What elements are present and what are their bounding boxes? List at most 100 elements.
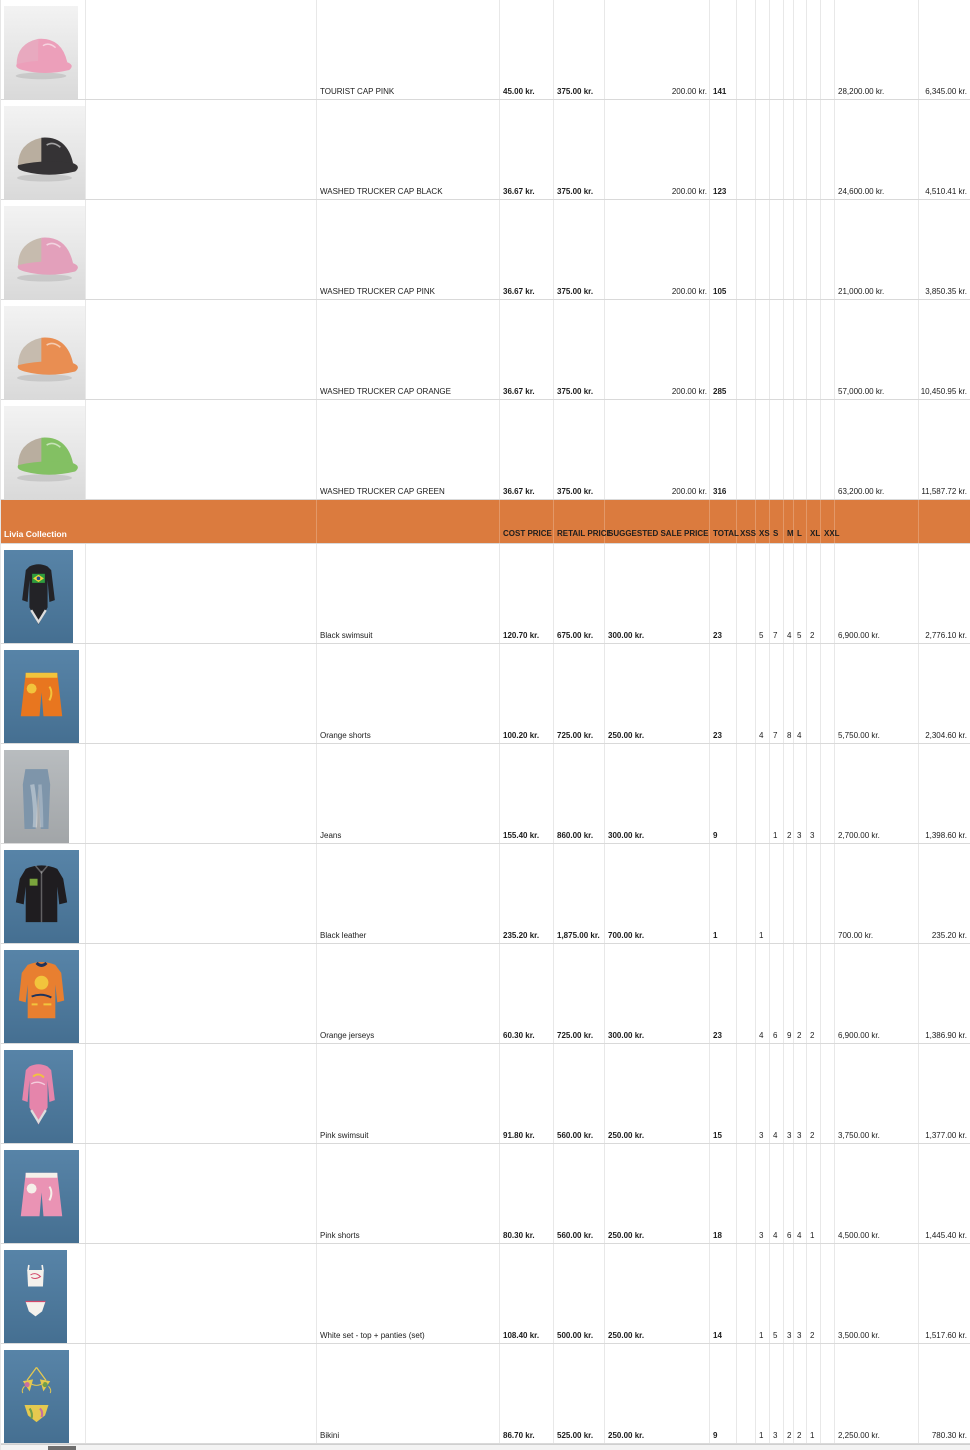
suggested-sale-price-cell[interactable]: 300.00 kr. — [605, 744, 710, 843]
total-qty-cell[interactable]: 18 — [710, 1144, 737, 1243]
suggested-sale-price-cell[interactable]: 250.00 kr. — [605, 1044, 710, 1143]
total-qty-cell[interactable]: 316 — [710, 400, 737, 499]
size-qty-cell[interactable] — [807, 0, 821, 99]
product-name-cell[interactable]: Jeans — [317, 744, 500, 843]
product-name-cell[interactable]: Orange jerseys — [317, 944, 500, 1043]
total-cost-value-cell[interactable]: 11,587.72 kr. — [919, 400, 970, 499]
size-qty-cell[interactable]: 4 — [794, 1144, 807, 1243]
total-retail-value-cell[interactable]: 2,250.00 kr. — [835, 1344, 919, 1443]
cost-price-cell[interactable]: 36.67 kr. — [500, 100, 554, 199]
size-qty-cell[interactable]: 5 — [794, 544, 807, 643]
size-qty-cell[interactable]: 2 — [794, 944, 807, 1043]
size-qty-cell[interactable] — [784, 200, 794, 299]
product-image-cell[interactable] — [1, 744, 86, 843]
total-cost-value-cell[interactable]: 235.20 kr. — [919, 844, 970, 943]
size-qty-cell[interactable]: 3 — [756, 1144, 770, 1243]
retail-price-cell[interactable]: 375.00 kr. — [554, 100, 605, 199]
size-qty-cell[interactable] — [737, 744, 756, 843]
product-name-cell[interactable]: Black swimsuit — [317, 544, 500, 643]
size-qty-cell[interactable]: 1 — [756, 1244, 770, 1343]
total-qty-cell[interactable]: 285 — [710, 300, 737, 399]
suggested-sale-price-cell[interactable]: 200.00 kr. — [605, 400, 710, 499]
suggested-sale-price-cell[interactable]: 200.00 kr. — [605, 100, 710, 199]
product-name-cell[interactable]: Pink shorts — [317, 1144, 500, 1243]
retail-price-cell[interactable]: 375.00 kr. — [554, 400, 605, 499]
product-image-cell[interactable] — [1, 1344, 86, 1443]
product-image-cell[interactable] — [1, 100, 86, 199]
suggested-sale-price-cell[interactable]: 200.00 kr. — [605, 300, 710, 399]
total-retail-value-cell[interactable]: 5,750.00 kr. — [835, 644, 919, 743]
spacer-cell[interactable] — [86, 1244, 317, 1343]
total-retail-value-cell[interactable]: 3,750.00 kr. — [835, 1044, 919, 1143]
size-qty-cell[interactable] — [737, 1244, 756, 1343]
product-name-cell[interactable]: WASHED TRUCKER CAP PINK — [317, 200, 500, 299]
spacer-cell[interactable] — [86, 1044, 317, 1143]
size-qty-cell[interactable]: 1 — [756, 844, 770, 943]
retail-price-cell[interactable]: 725.00 kr. — [554, 644, 605, 743]
size-qty-cell[interactable] — [794, 400, 807, 499]
empty-header-cell[interactable] — [919, 500, 970, 543]
cost-price-cell[interactable]: 120.70 kr. — [500, 544, 554, 643]
cost-price-cell[interactable]: 36.67 kr. — [500, 400, 554, 499]
cost-price-cell[interactable]: 80.30 kr. — [500, 1144, 554, 1243]
size-qty-cell[interactable]: 2 — [807, 544, 821, 643]
product-name-cell[interactable]: TOURIST CAP PINK — [317, 0, 500, 99]
size-header[interactable]: XSS — [737, 500, 756, 543]
cost-price-cell[interactable]: 155.40 kr. — [500, 744, 554, 843]
spacer-cell[interactable] — [86, 744, 317, 843]
cost-price-cell[interactable]: 91.80 kr. — [500, 1044, 554, 1143]
product-image-cell[interactable] — [1, 1244, 86, 1343]
size-qty-cell[interactable] — [794, 844, 807, 943]
size-qty-cell[interactable] — [737, 1044, 756, 1143]
size-qty-cell[interactable] — [770, 400, 784, 499]
size-qty-cell[interactable] — [737, 644, 756, 743]
size-qty-cell[interactable] — [821, 544, 835, 643]
total-cost-value-cell[interactable]: 2,304.60 kr. — [919, 644, 970, 743]
product-name-cell[interactable]: Pink swimsuit — [317, 1044, 500, 1143]
total-qty-cell[interactable]: 23 — [710, 544, 737, 643]
product-image-cell[interactable] — [1, 644, 86, 743]
size-qty-cell[interactable] — [784, 300, 794, 399]
size-header[interactable]: L — [794, 500, 807, 543]
total-retail-value-cell[interactable]: 6,900.00 kr. — [835, 944, 919, 1043]
size-qty-cell[interactable]: 7 — [770, 544, 784, 643]
size-qty-cell[interactable]: 1 — [807, 1344, 821, 1443]
size-qty-cell[interactable] — [821, 0, 835, 99]
size-qty-cell[interactable] — [756, 744, 770, 843]
size-qty-cell[interactable] — [756, 0, 770, 99]
size-qty-cell[interactable] — [821, 100, 835, 199]
suggested-sale-price-cell[interactable]: 700.00 kr. — [605, 844, 710, 943]
spacer-cell[interactable] — [86, 844, 317, 943]
retail-price-cell[interactable]: 675.00 kr. — [554, 544, 605, 643]
product-image-cell[interactable] — [1, 544, 86, 643]
suggested-sale-price-cell[interactable]: 200.00 kr. — [605, 0, 710, 99]
spacer-cell[interactable] — [86, 400, 317, 499]
retail-price-cell[interactable]: 560.00 kr. — [554, 1144, 605, 1243]
total-qty-cell[interactable]: 105 — [710, 200, 737, 299]
size-qty-cell[interactable] — [784, 0, 794, 99]
total-cost-value-cell[interactable]: 780.30 kr. — [919, 1344, 970, 1443]
cost-price-cell[interactable]: 36.67 kr. — [500, 300, 554, 399]
total-cost-value-cell[interactable]: 3,850.35 kr. — [919, 200, 970, 299]
empty-header-cell[interactable] — [835, 500, 919, 543]
total-qty-cell[interactable]: 141 — [710, 0, 737, 99]
size-qty-cell[interactable] — [737, 544, 756, 643]
total-cost-value-cell[interactable]: 1,377.00 kr. — [919, 1044, 970, 1143]
size-qty-cell[interactable] — [756, 400, 770, 499]
size-qty-cell[interactable] — [821, 1044, 835, 1143]
spacer-cell[interactable] — [86, 1144, 317, 1243]
size-qty-cell[interactable]: 3 — [784, 1244, 794, 1343]
size-qty-cell[interactable]: 2 — [807, 1244, 821, 1343]
total-cost-value-cell[interactable]: 10,450.95 kr. — [919, 300, 970, 399]
suggested-sale-price-cell[interactable]: 300.00 kr. — [605, 944, 710, 1043]
size-qty-cell[interactable]: 4 — [756, 944, 770, 1043]
suggested-sale-price-header[interactable]: SUGGESTED SALE PRICE — [605, 500, 710, 543]
size-qty-cell[interactable]: 6 — [784, 1144, 794, 1243]
size-qty-cell[interactable] — [807, 844, 821, 943]
retail-price-cell[interactable]: 560.00 kr. — [554, 1044, 605, 1143]
retail-price-cell[interactable]: 375.00 kr. — [554, 200, 605, 299]
size-qty-cell[interactable] — [807, 400, 821, 499]
size-qty-cell[interactable] — [737, 1344, 756, 1443]
product-name-cell[interactable]: White set - top + panties (set) — [317, 1244, 500, 1343]
total-qty-cell[interactable]: 1 — [710, 844, 737, 943]
